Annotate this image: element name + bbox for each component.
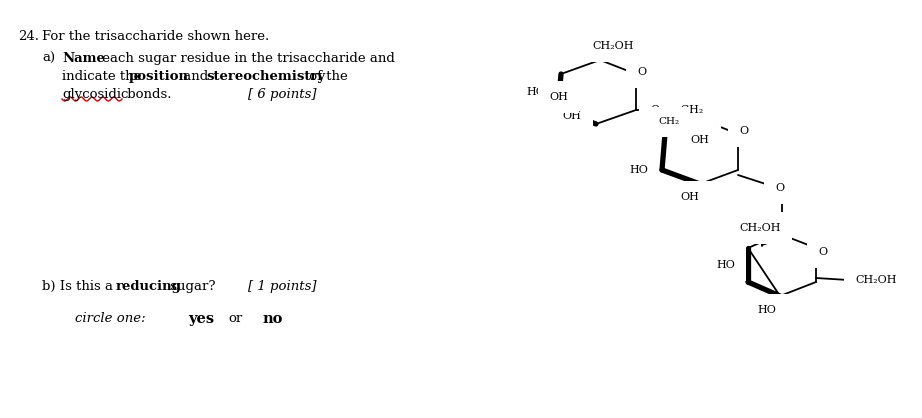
Text: position: position (129, 70, 189, 83)
Text: HO: HO (716, 260, 735, 270)
Text: O: O (650, 105, 659, 115)
Text: O: O (739, 126, 748, 136)
Text: O: O (818, 247, 827, 257)
Text: of the: of the (305, 70, 348, 83)
Text: CH₂: CH₂ (658, 117, 680, 127)
Text: CH₂OH: CH₂OH (592, 41, 633, 51)
Text: glycosidic: glycosidic (62, 88, 128, 101)
Text: or: or (228, 312, 242, 325)
Text: bonds.: bonds. (123, 88, 171, 101)
Text: HO: HO (629, 165, 648, 175)
Text: For the trisaccharide shown here.: For the trisaccharide shown here. (42, 30, 269, 43)
Text: O: O (775, 183, 785, 193)
Text: OH: OH (550, 92, 568, 102)
Text: 24.: 24. (18, 30, 39, 43)
Text: –CH₂: –CH₂ (676, 105, 704, 115)
Text: CH₂OH: CH₂OH (739, 223, 781, 233)
Text: Name: Name (62, 52, 105, 65)
Text: indicate the: indicate the (62, 70, 146, 83)
Text: a): a) (42, 52, 55, 65)
Text: each sugar residue in the trisaccharide and: each sugar residue in the trisaccharide … (98, 52, 395, 65)
Text: reducing: reducing (116, 280, 182, 293)
Text: HO: HO (758, 305, 776, 315)
Text: and: and (179, 70, 212, 83)
Text: stereochemistry: stereochemistry (206, 70, 325, 83)
Text: OH: OH (680, 192, 700, 202)
Text: O: O (637, 67, 646, 77)
Text: CH₂OH: CH₂OH (855, 275, 896, 285)
Text: no: no (262, 312, 282, 326)
Text: [ 1 points]: [ 1 points] (248, 280, 316, 293)
Text: [ 6 points]: [ 6 points] (248, 88, 316, 101)
Text: HO: HO (526, 87, 545, 97)
Text: circle one:: circle one: (75, 312, 146, 325)
Text: sugar?: sugar? (166, 280, 216, 293)
Text: OH: OH (691, 135, 709, 145)
Text: OH: OH (562, 111, 582, 121)
Text: b) Is this a: b) Is this a (42, 280, 117, 293)
Text: yes: yes (188, 312, 214, 326)
